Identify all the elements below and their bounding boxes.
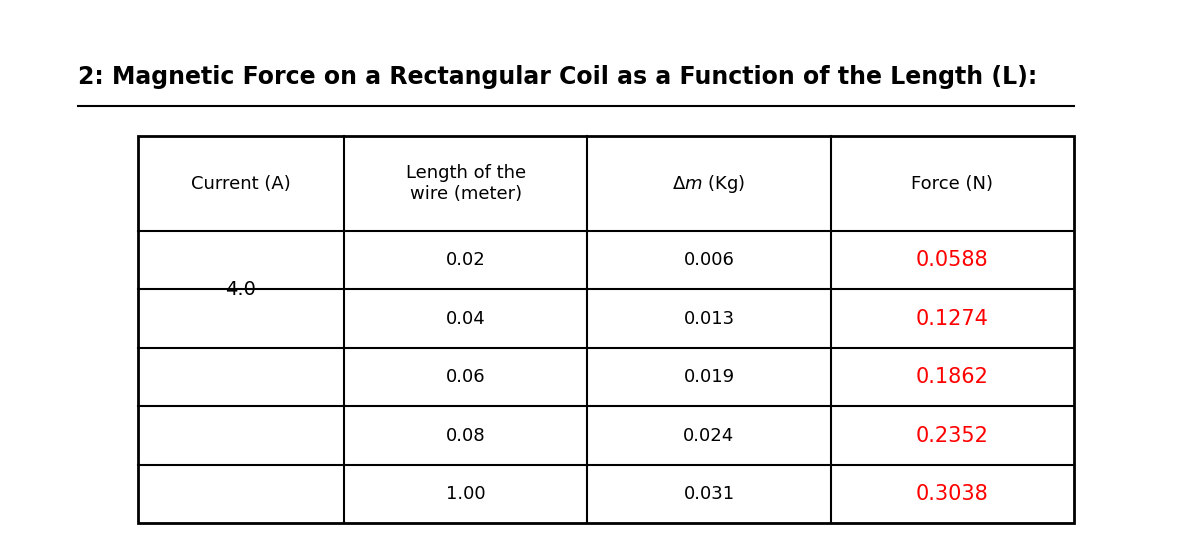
Text: 0.06: 0.06 <box>445 368 486 386</box>
Text: 0.1274: 0.1274 <box>916 308 989 329</box>
Text: 0.2352: 0.2352 <box>916 426 989 446</box>
Text: 0.1862: 0.1862 <box>916 367 989 387</box>
Text: 0.3038: 0.3038 <box>916 484 989 504</box>
Text: 0.04: 0.04 <box>445 310 486 328</box>
Text: Length of the
wire (meter): Length of the wire (meter) <box>406 164 526 203</box>
Text: 0.013: 0.013 <box>683 310 734 328</box>
Text: Current (A): Current (A) <box>191 174 290 192</box>
Text: 0.031: 0.031 <box>683 485 734 503</box>
Text: Force (N): Force (N) <box>911 174 994 192</box>
Text: 1.00: 1.00 <box>445 485 486 503</box>
Text: 2: Magnetic Force on a Rectangular Coil as a Function of the Length (L):: 2: Magnetic Force on a Rectangular Coil … <box>78 65 1037 89</box>
Text: $\Delta m$ (Kg): $\Delta m$ (Kg) <box>672 173 745 195</box>
Text: 0.019: 0.019 <box>683 368 734 386</box>
Text: 0.08: 0.08 <box>445 427 486 445</box>
Text: 0.02: 0.02 <box>445 251 486 269</box>
Text: 4.0: 4.0 <box>226 280 257 299</box>
Text: 0.0588: 0.0588 <box>916 250 989 270</box>
Text: 0.006: 0.006 <box>684 251 734 269</box>
Text: 0.024: 0.024 <box>683 427 734 445</box>
